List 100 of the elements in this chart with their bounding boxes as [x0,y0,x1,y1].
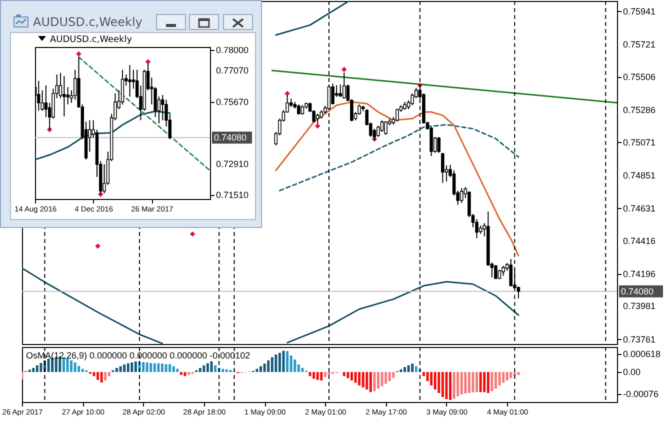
bar [267,360,270,372]
bar [214,365,217,372]
bar [346,372,350,378]
bar [350,372,353,380]
bar [414,366,418,372]
candlestick [128,64,132,98]
bar [472,372,474,392]
bar [210,361,213,372]
bar [290,355,292,372]
bar [28,370,31,372]
candlestick [502,265,505,276]
bar [36,365,38,372]
bar [438,372,440,393]
bar [308,372,312,376]
bar [74,362,76,372]
bar [517,372,520,375]
bar [40,363,42,372]
bar [342,372,346,376]
bar [400,369,402,372]
bar [506,372,508,380]
bar [47,358,50,372]
bar [376,372,380,389]
bar [229,370,232,372]
y-tick-label: 0.73761 [623,334,656,344]
bar [119,366,122,372]
bar [384,372,388,384]
bar [362,372,364,388]
bar [426,372,429,382]
bar [456,372,460,396]
bar [312,372,316,379]
bar [81,368,84,372]
bar [126,363,130,372]
bar [172,366,175,372]
bar [78,366,80,372]
bar [366,372,368,390]
candlestick [300,104,304,116]
y-tick-label: -0.00076 [623,389,659,400]
bar [225,369,228,372]
bar [134,362,137,372]
bar [404,367,406,372]
point [314,123,320,129]
bar [256,368,258,372]
bar [108,372,110,376]
bar [206,363,209,372]
bar [115,368,118,372]
y-tick-label: 0.74851 [623,170,656,180]
bar [282,350,285,372]
bar [510,372,512,378]
bar [164,364,168,372]
chart-title: AUDUSD.c,Weekly [33,15,142,29]
y-tick-label: 0.71510 [216,190,249,200]
bar [157,363,160,372]
bar [188,372,190,375]
bar [160,364,164,372]
bar [430,372,433,386]
y-tick-label: 0.75071 [623,137,656,148]
bar [407,365,410,372]
bar [316,372,319,380]
chart-subtitle: AUDUSD.c,Weekly [50,35,132,45]
point [190,231,196,237]
chart-title: OsMA(12,26,9) 0.000000 0.000000 0.000000 -0.000102 [26,350,250,360]
candlestick [441,152,444,184]
bar [176,368,179,372]
bar [146,362,148,372]
bar [388,372,391,382]
bar [441,372,444,398]
candlestick [460,188,464,204]
y-tick-label: 0.74416 [623,236,656,246]
bar [153,363,156,372]
y-tick-label: 0.78000 [216,44,249,55]
candlestick [384,120,388,136]
bar [411,364,414,372]
bar [150,363,152,372]
bar [142,362,145,372]
bar [494,372,497,389]
bar [274,354,278,372]
bar [92,372,96,376]
bar [100,372,103,383]
y-tick-label: 0.77070 [216,66,249,76]
y-tick-label: 0.75721 [623,39,656,50]
bar [460,372,463,394]
candlestick [475,218,478,239]
bar [468,372,470,393]
bar [278,352,281,372]
y-tick-label: 0.72910 [216,158,249,169]
candlestick [331,83,334,105]
bar [286,351,289,372]
y-tick-label: 0.75286 [623,104,656,115]
candlestick [120,69,124,105]
bar [369,372,372,392]
bar [130,362,134,372]
y-tick-label: 0.00 [623,367,641,378]
candlestick [494,264,498,280]
y-tick-label: 0.74196 [623,268,656,279]
bar [434,372,436,390]
bar [96,372,100,380]
bar [354,372,357,383]
bar [328,372,330,375]
candlestick [437,136,441,154]
bar [476,372,478,392]
